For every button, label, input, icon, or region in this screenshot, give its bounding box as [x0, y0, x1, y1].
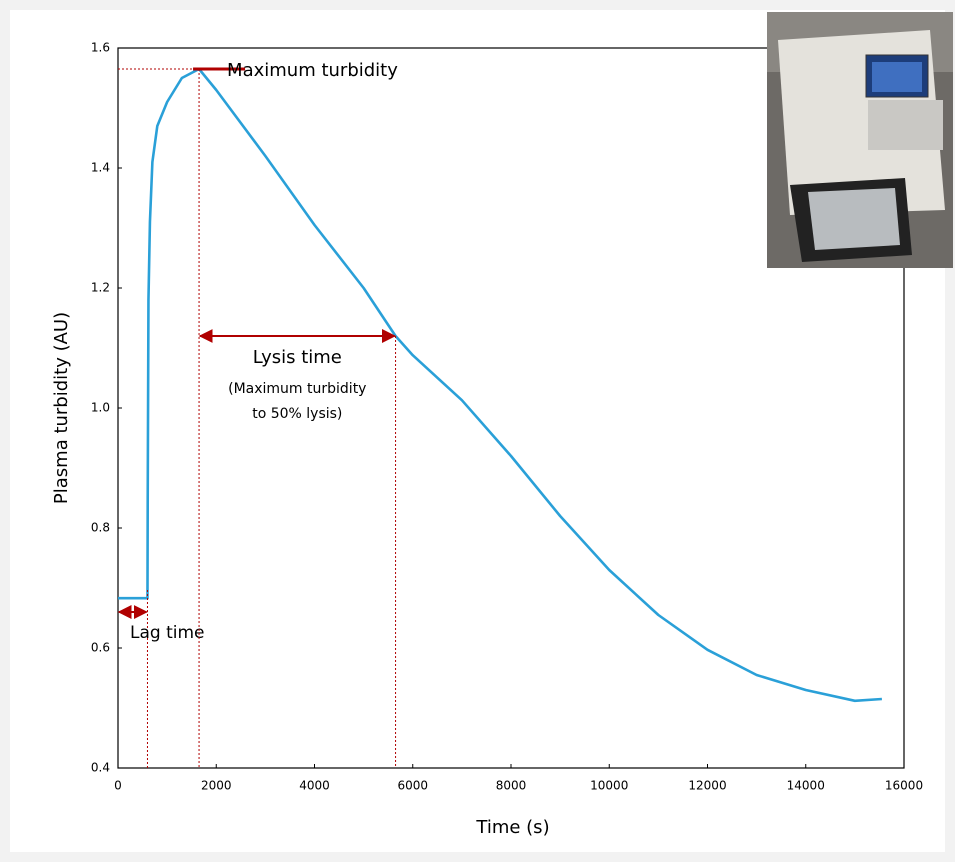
- photo: [767, 12, 953, 268]
- lag-label: Lag time: [130, 623, 205, 643]
- y-tick-label: 0.8: [91, 521, 110, 535]
- x-tick-label: 2000: [201, 779, 232, 793]
- lysis-label: (Maximum turbidity: [228, 381, 366, 397]
- y-tick-label: 1.0: [91, 401, 110, 415]
- peak-label: Maximum turbidity: [227, 60, 398, 81]
- lysis-label: Lysis time: [253, 347, 342, 368]
- y-tick-label: 0.6: [91, 641, 110, 655]
- x-tick-label: 4000: [299, 779, 330, 793]
- x-tick-label: 0: [114, 779, 122, 793]
- x-tick-label: 8000: [496, 779, 527, 793]
- x-tick-label: 12000: [688, 779, 726, 793]
- x-axis-label: Time (s): [475, 817, 549, 838]
- y-tick-label: 1.6: [91, 41, 110, 55]
- y-tick-label: 0.4: [91, 761, 110, 775]
- y-axis-label: Plasma turbidity (AU): [51, 312, 72, 504]
- data-line: [118, 67, 882, 703]
- x-tick-label: 14000: [787, 779, 825, 793]
- x-tick-label: 6000: [397, 779, 428, 793]
- y-tick-label: 1.2: [91, 281, 110, 295]
- x-tick-label: 16000: [885, 779, 923, 793]
- lysis-label: to 50% lysis): [252, 406, 342, 422]
- x-tick-label: 10000: [590, 779, 628, 793]
- y-tick-label: 1.4: [91, 161, 110, 175]
